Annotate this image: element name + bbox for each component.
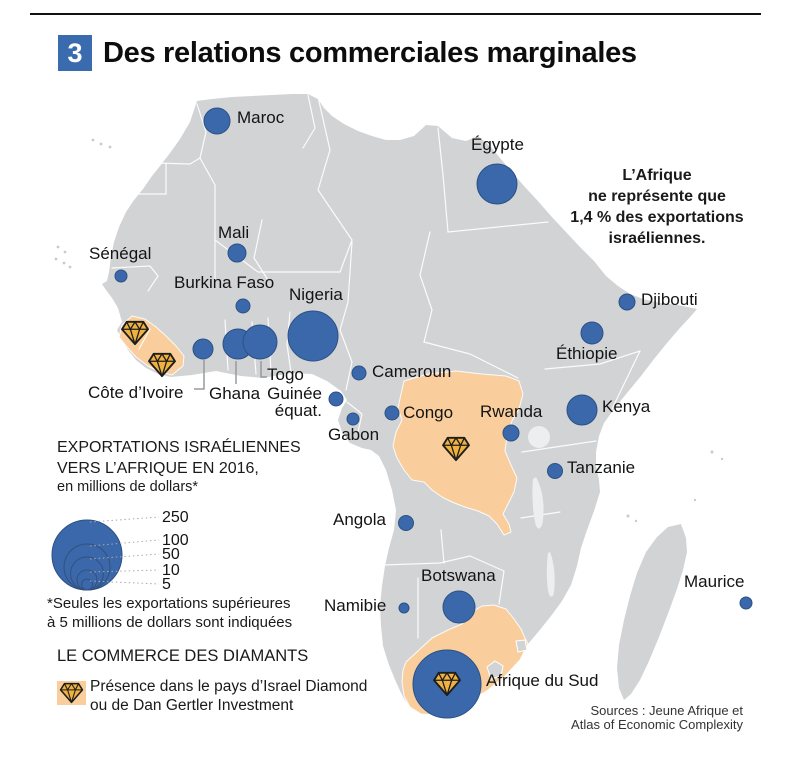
country-label-nigeria: Nigeria: [289, 285, 343, 304]
page-title: Des relations commerciales marginales: [103, 37, 637, 69]
export-bubble-tanzanie: [547, 463, 563, 479]
export-bubble-kenya: [566, 394, 598, 426]
country-label-congo: Congo: [403, 403, 454, 422]
country-label-namibie: Namibie: [324, 596, 387, 615]
legend-leader-100: [89, 539, 160, 547]
export-bubble-nigeria: [287, 310, 339, 362]
country-label-egypte: Égypte: [471, 135, 524, 154]
export-bubble-mali: [227, 243, 247, 263]
top-rule: [30, 13, 761, 15]
indian-ocean-islands: [626, 450, 724, 523]
export-bubble-cote-divoire: [192, 338, 214, 360]
country-label-cameroun: Cameroun: [372, 362, 452, 381]
country-label-guinee-equat: Guinée équat.: [267, 384, 322, 420]
sources-note: Sources : Jeune Afrique et Atlas of Econ…: [571, 703, 743, 732]
legend-value-50: 50: [162, 546, 180, 563]
border-sierra-leone-liberia: [138, 328, 151, 350]
legend-value-100: 100: [162, 532, 189, 549]
lake-malawi: [546, 552, 555, 597]
export-bubble-congo: [384, 405, 400, 421]
lake-tanganyika: [532, 477, 544, 529]
export-bubble-burkina-faso: [235, 298, 251, 314]
export-bubble-namibie: [398, 602, 410, 614]
export-bubble-gabon: [346, 412, 360, 426]
export-bubble-egypte: [476, 163, 518, 205]
country-label-kenya: Kenya: [602, 397, 651, 416]
lake-victoria: [528, 426, 550, 448]
cape-verde-islands: [54, 245, 72, 269]
legend-value-10: 10: [162, 562, 180, 579]
country-label-cote-divoire: Côte d’Ivoire: [88, 383, 184, 402]
size-legend-subtitle: en millions de dollars*: [57, 479, 199, 495]
country-label-tanzanie: Tanzanie: [567, 458, 636, 477]
leader-line-cote-divoire: [194, 360, 205, 390]
country-label-senegal: Sénégal: [89, 244, 152, 263]
country-label-maroc: Maroc: [237, 108, 285, 127]
country-label-ethiopie: Éthiopie: [556, 344, 618, 363]
country-borders: [111, 94, 641, 639]
legend-value-5: 5: [162, 576, 171, 593]
madagascar: [617, 524, 687, 700]
export-bubble-ethiopie: [580, 321, 604, 345]
export-bubble-djibouti: [618, 293, 636, 311]
leader-line-togo: [260, 361, 267, 378]
export-bubble-cameroun: [351, 365, 367, 381]
export-bubble-angola: [398, 515, 414, 531]
country-label-ghana: Ghana: [209, 384, 261, 403]
legend-leader-50: [89, 553, 160, 560]
country-label-togo: Togo: [267, 365, 304, 384]
export-bubble-maurice: [739, 596, 753, 610]
country-label-djibouti: Djibouti: [641, 290, 698, 309]
swaziland-enclave: [515, 639, 528, 653]
country-label-mali: Mali: [218, 223, 250, 242]
section-number-badge: 3: [58, 35, 92, 71]
country-label-rwanda: Rwanda: [480, 402, 543, 421]
country-label-maurice: Maurice: [684, 572, 745, 591]
export-bubble-togo: [242, 324, 278, 360]
africa-share-annotation: L’Afrique ne représente que 1,4 % des ex…: [570, 167, 744, 247]
export-bubble-rwanda: [502, 424, 520, 442]
size-legend-circles: [51, 516, 160, 591]
size-legend-title: EXPORTATIONS ISRAÉLIENNES VERS L’AFRIQUE…: [57, 439, 301, 477]
country-label-afrique-du-sud: Afrique du Sud: [486, 671, 599, 690]
legend-value-250: 250: [162, 509, 189, 526]
country-label-botswana: Botswana: [421, 566, 496, 585]
size-legend-footnote: *Seules les exportations supérieures à 5…: [47, 595, 293, 631]
export-bubble-botswana: [442, 590, 476, 624]
country-label-angola: Angola: [333, 510, 386, 529]
country-label-burkina-faso: Burkina Faso: [174, 273, 275, 292]
lesotho-enclave: [486, 660, 504, 680]
export-bubble-maroc: [203, 107, 231, 135]
export-bubble-senegal: [114, 269, 128, 283]
legend-leader-10: [89, 569, 160, 573]
legend-circle-5: [81, 578, 93, 591]
diamond-legend-label: Présence dans le pays d’Israel Diamond o…: [90, 678, 368, 714]
canary-islands: [91, 138, 112, 149]
legend-leader-5: [89, 580, 160, 585]
legend-leader-250: [89, 516, 160, 523]
export-bubble-guinee-equat: [328, 391, 344, 407]
diamond-legend-title: LE COMMERCE DES DIAMANTS: [57, 647, 309, 665]
country-label-gabon: Gabon: [328, 425, 380, 444]
diamond-legend-swatch: [57, 681, 86, 705]
